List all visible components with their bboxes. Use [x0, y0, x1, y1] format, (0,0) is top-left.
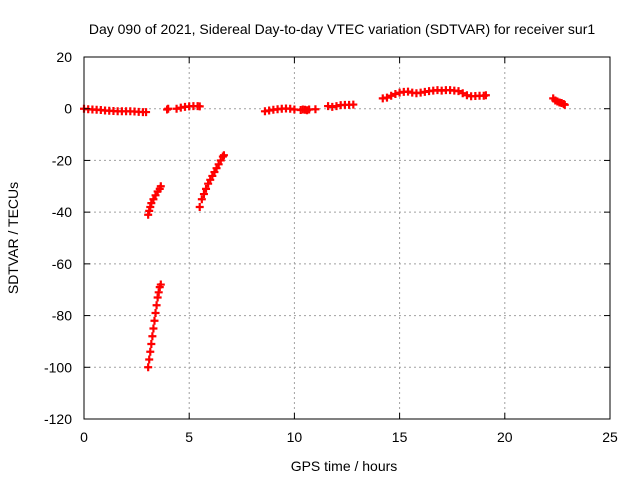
data-point: [152, 301, 161, 310]
data-point: [150, 316, 159, 325]
data-point: [199, 190, 208, 199]
data-point: [195, 202, 204, 211]
x-tick-label: 25: [602, 429, 618, 445]
y-axis-label: SDTVAR / TECUs: [5, 182, 21, 294]
data-point: [387, 91, 396, 100]
y-tick-label: -80: [52, 308, 72, 324]
data-point: [481, 91, 490, 100]
axis-ticks: 0 5 10 15 20 25 -120 -100 -80 -60 -40 -20 0 20: [44, 49, 618, 445]
data-point: [164, 104, 173, 113]
data-point: [151, 308, 160, 317]
y-tick-label: 0: [64, 101, 72, 117]
plot-frame: [83, 56, 611, 420]
data-point: [195, 102, 204, 111]
data-point: [156, 182, 165, 191]
data-point: [145, 355, 154, 364]
chart-title: Day 090 of 2021, Sidereal Day-to-day VTE…: [89, 21, 595, 37]
x-tick-label: 20: [497, 429, 513, 445]
y-tick-label: -20: [52, 152, 72, 168]
data-point: [219, 151, 228, 160]
y-tick-label: -60: [52, 256, 72, 272]
grid-lines: [84, 57, 610, 419]
data-point: [156, 280, 165, 289]
data-point: [149, 324, 158, 333]
data-point: [202, 184, 211, 193]
data-point: [146, 347, 155, 356]
data-point: [454, 87, 463, 96]
data-point: [382, 93, 391, 102]
y-tick-label: -120: [44, 411, 72, 427]
data-point: [349, 100, 358, 109]
x-tick-label: 15: [392, 429, 408, 445]
data-point: [560, 100, 569, 109]
data-point: [197, 195, 206, 204]
data-point: [144, 363, 153, 372]
x-tick-label: 10: [287, 429, 303, 445]
x-tick-label: 5: [185, 429, 193, 445]
data-point: [148, 332, 157, 341]
data-point: [142, 108, 151, 117]
x-tick-label: 0: [80, 429, 88, 445]
data-point: [391, 89, 400, 98]
data-point: [458, 89, 467, 98]
data-series: [80, 86, 569, 372]
data-point: [147, 340, 156, 349]
y-tick-label: 20: [56, 49, 72, 65]
x-axis-label: GPS time / hours: [291, 458, 398, 474]
y-tick-label: -100: [44, 359, 72, 375]
data-point: [311, 105, 320, 114]
y-tick-label: -40: [52, 204, 72, 220]
